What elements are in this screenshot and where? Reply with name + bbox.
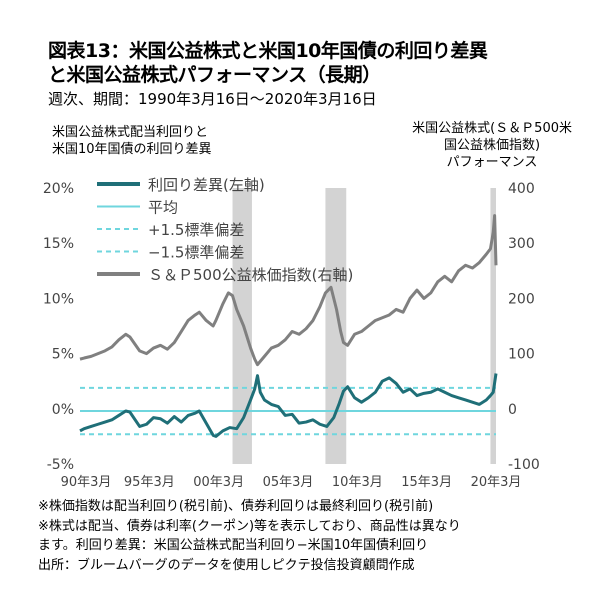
- legend-label-4: −1.5標準偏差: [148, 244, 244, 262]
- y-tick-label-left: 5%: [52, 347, 74, 363]
- x-tick-label: 15年3月: [401, 475, 452, 490]
- y-tick-label-left: 20%: [43, 181, 74, 197]
- series-line-spread: [79, 373, 498, 438]
- y-tick-label-right: 300: [508, 236, 535, 252]
- legend-label-3: +1.5標準偏差: [148, 221, 244, 239]
- reference-lines: [80, 386, 496, 436]
- y-axis-title-left: 米国公益株式配当利回りと 米国10年国債の利回り差異: [52, 125, 212, 157]
- y-tick-label-right: 0: [508, 402, 517, 418]
- y-tick-label-right: 200: [508, 291, 535, 307]
- footnote-4: 出所：ブルームバーグのデータを使用しピクテ投信投資顧問作成: [38, 557, 415, 573]
- y-tick-label-left: 0%: [52, 402, 74, 418]
- shaded-periods: [232, 188, 496, 464]
- y-tick-label-right: 100: [508, 347, 535, 363]
- y-axis-title-right: 米国公益株式(Ｓ＆Ｐ500米 国公益株価指数) パフォーマンス: [412, 121, 572, 170]
- chart-subtitle: 週次、期間：1990年3月16日～2020年3月16日: [48, 90, 377, 108]
- y-tick-label-right: -100: [508, 457, 540, 473]
- axes: 20% 15% 10% 5% 0% -5% 400 300 200 100 0 -100 90年3月 95…: [43, 181, 540, 490]
- x-tick-label: 10年3月: [332, 475, 383, 490]
- chart-title-line2: と米国公益株式パフォーマンス（長期）: [48, 64, 381, 86]
- legend-label-2: 平均: [148, 199, 178, 217]
- chart-title-line1: 図表13：米国公益株式と米国10年国債の利回り差異: [48, 40, 488, 62]
- x-tick-label: 90年3月: [61, 475, 112, 490]
- footnote-1: ※株価指数は配当利回り(税引前)、債券利回りは最終利回り(税引前): [38, 499, 434, 514]
- legend-label-5: Ｓ＆Ｐ500公益株価指数(右軸): [148, 266, 353, 284]
- y-tick-label-left: 15%: [43, 236, 74, 252]
- chart-canvas: 20% 15% 10% 5% 0% -5% 400 300 200 100 0 -100 90年3月 95…: [43, 176, 540, 490]
- x-tick-label: 95年3月: [124, 475, 175, 490]
- series-lines: [79, 214, 498, 438]
- y-tick-label-left: -5%: [47, 457, 74, 473]
- x-tick-label: 20年3月: [471, 475, 522, 490]
- footnote-3: ます。利回り差異：米国公益株式配当利回り−米国10年国債利回り: [38, 538, 429, 553]
- series-line-index: [79, 214, 498, 367]
- x-tick-label: 00年3月: [193, 475, 244, 490]
- y-tick-label-right: 400: [508, 181, 535, 197]
- y-tick-label-left: 10%: [43, 291, 74, 307]
- x-tick-label: 05年3月: [263, 475, 314, 490]
- footnote-2: ※株式は配当、債券は利率(クーポン)等を表示しており、商品性は異なり: [38, 518, 461, 534]
- legend-label-1: 利回り差異(左軸): [148, 176, 265, 194]
- legend: 利回り差異(左軸) 平均 +1.5標準偏差 −1.5標準偏差 Ｓ＆Ｐ500公益株価指数(…: [97, 176, 353, 284]
- footnotes: ※株価指数は配当利回り(税引前)、債券利回りは最終利回り(税引前) ※株式は配当…: [38, 497, 461, 575]
- shaded-period-3: [490, 188, 496, 464]
